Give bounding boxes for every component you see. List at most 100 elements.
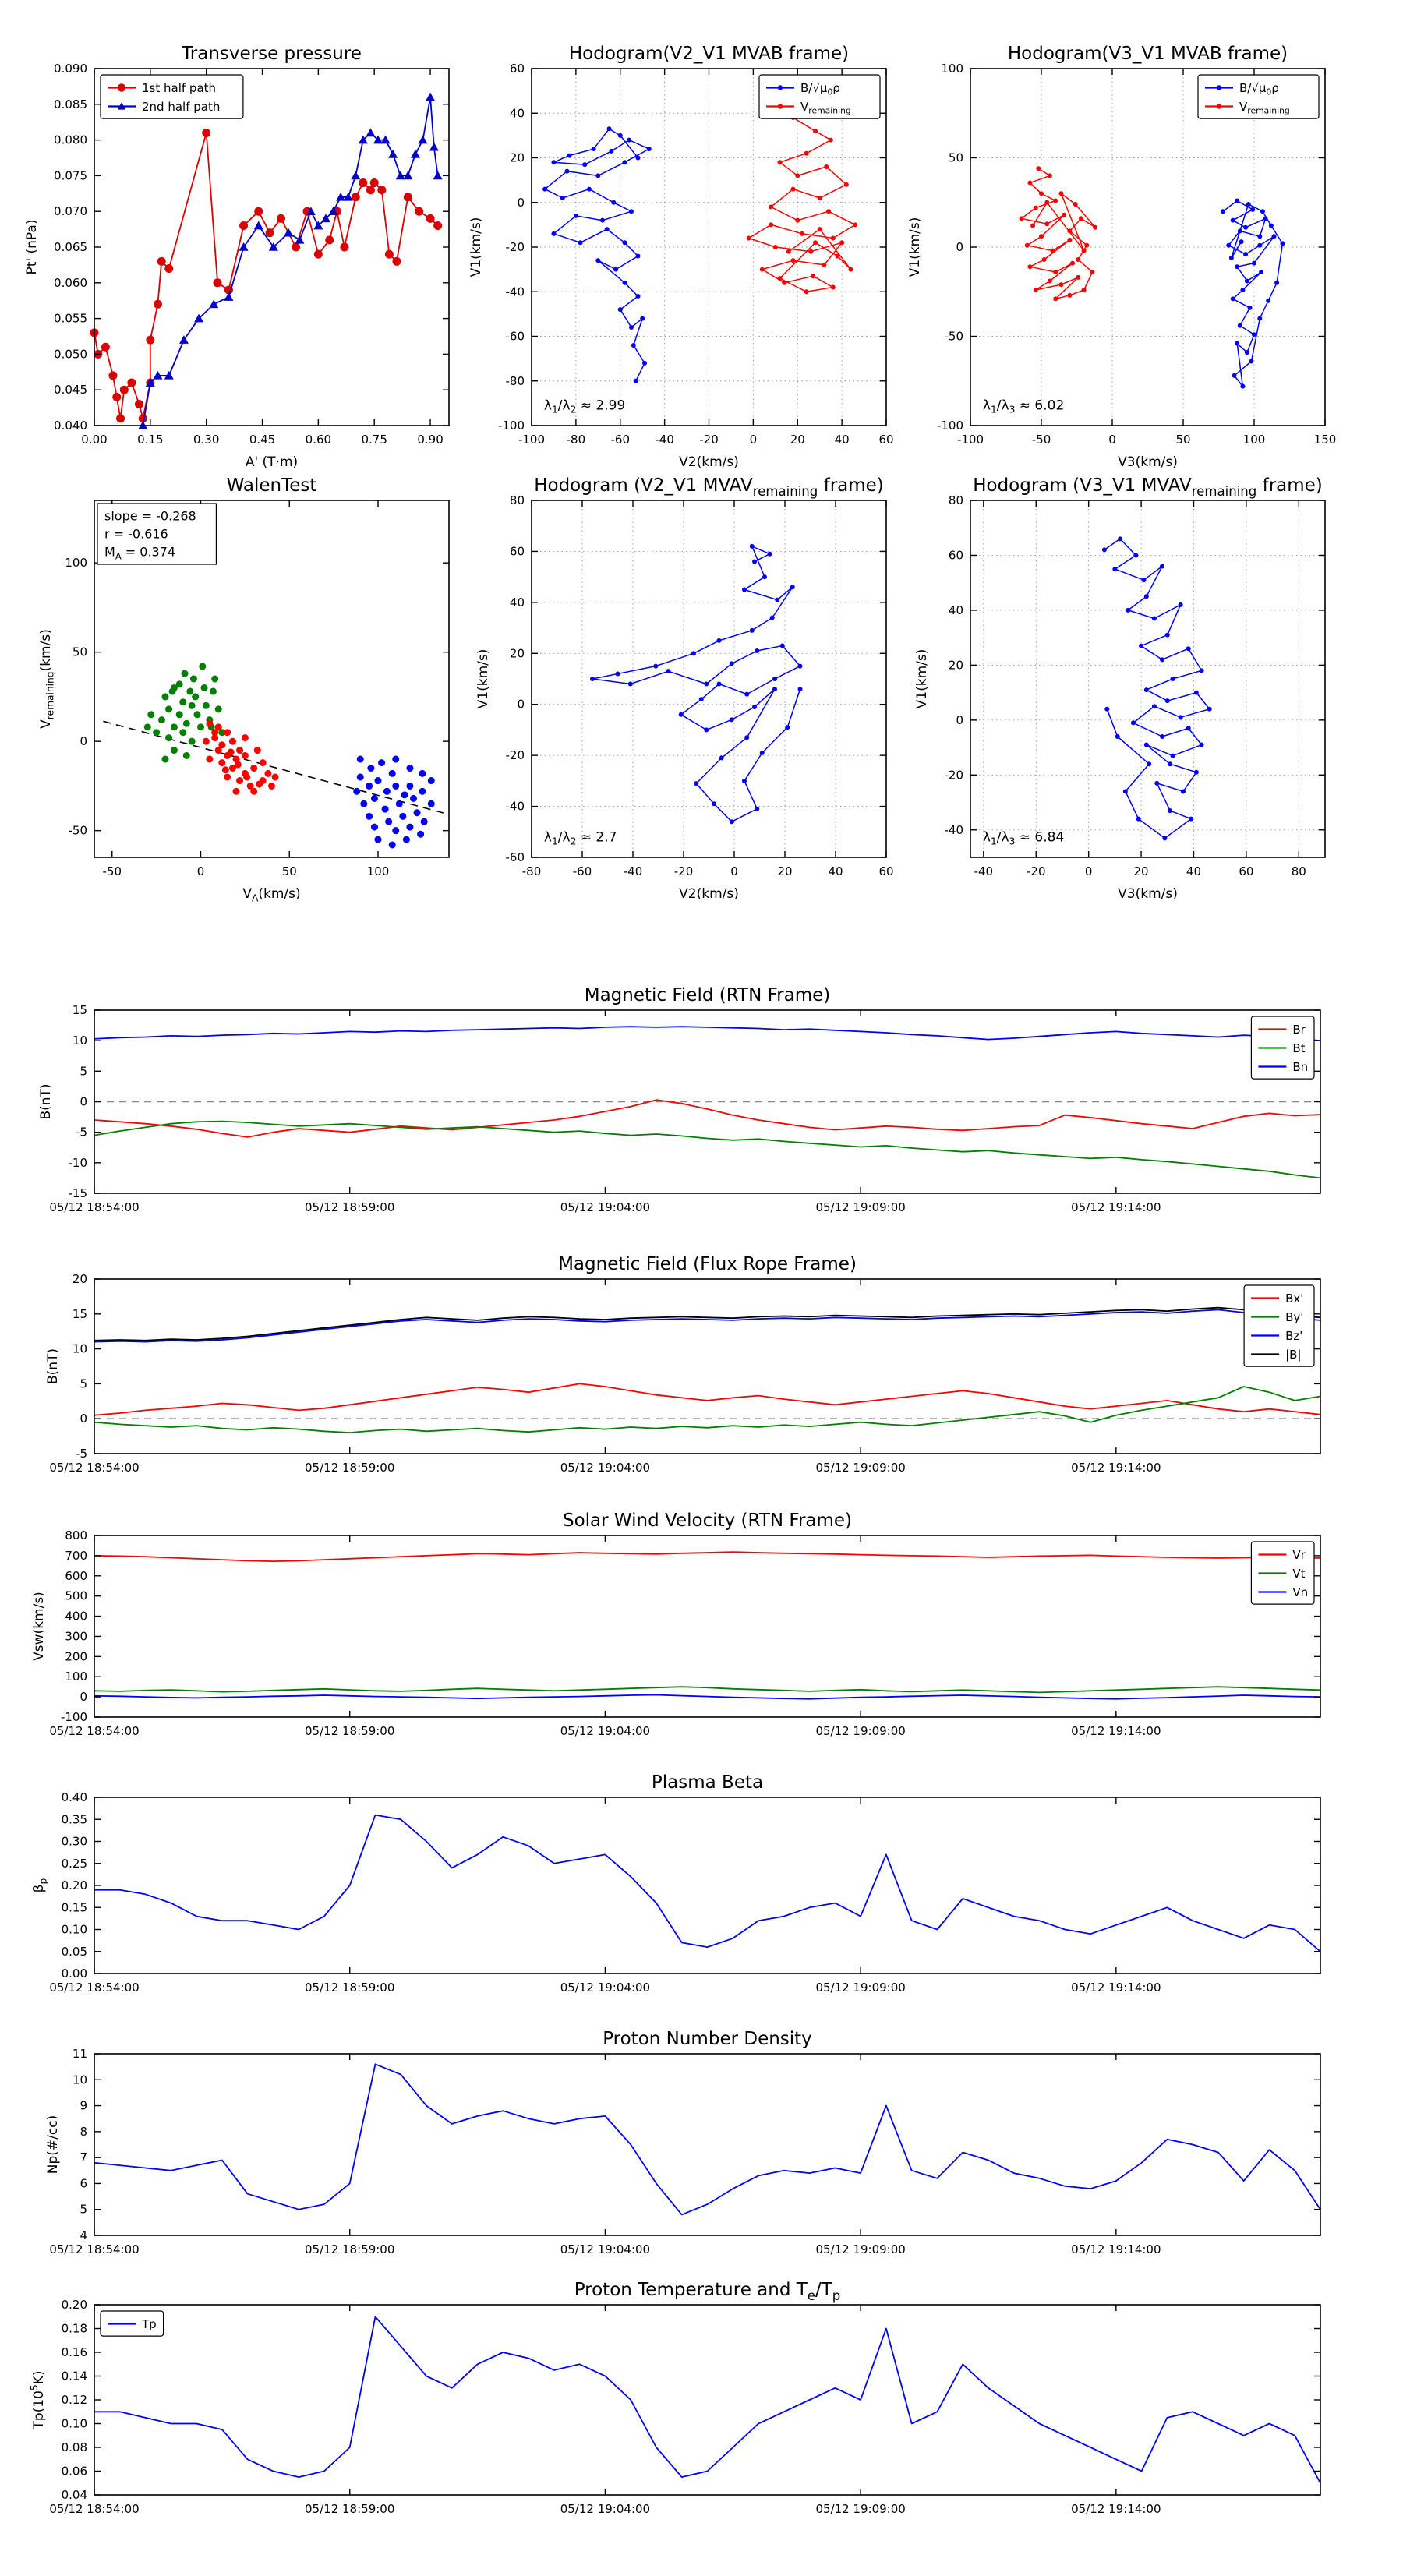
axes-border	[970, 500, 1326, 858]
y-tick-label: 50	[72, 645, 87, 659]
axes-border	[94, 1797, 1321, 1974]
data-point	[1039, 234, 1044, 239]
y-tick-label: 0.04	[62, 2488, 87, 2502]
legend-label: By'	[1285, 1310, 1303, 1324]
data-point	[165, 734, 173, 742]
data-point	[420, 818, 428, 825]
data-point	[617, 307, 623, 313]
x-tick-label: -80	[567, 433, 586, 447]
y-tick-label: 300	[65, 1629, 87, 1643]
x-tick-label: -40	[624, 864, 643, 878]
data-point	[392, 782, 400, 790]
data-point	[1024, 242, 1030, 248]
y-axis-label: βp	[31, 1878, 48, 1892]
data-point	[1199, 668, 1204, 673]
data-point	[197, 723, 204, 731]
data-point	[234, 761, 242, 769]
data-point	[1070, 260, 1076, 266]
data-point	[759, 750, 765, 755]
data-point	[1235, 264, 1240, 270]
panel-title: Plasma Beta	[652, 1772, 763, 1793]
data-point	[410, 149, 420, 158]
data-point	[573, 213, 578, 218]
series-br	[94, 1099, 1321, 1138]
x-tick-label: 05/12 19:09:00	[815, 1981, 905, 1995]
data-point	[127, 378, 136, 387]
data-point	[1136, 816, 1141, 822]
data-point	[611, 200, 617, 205]
data-point	[1164, 632, 1170, 638]
x-tick-label: 0.60	[306, 433, 331, 447]
series-line	[94, 1383, 1321, 1416]
data-point	[189, 675, 197, 683]
data-point	[1240, 287, 1246, 292]
y-tick-label: 0.05	[62, 1945, 87, 1959]
data-point	[192, 693, 200, 701]
legend-label: 1st half path	[142, 81, 216, 95]
x-tick-label: 05/12 18:54:00	[49, 1461, 139, 1475]
data-point	[752, 559, 757, 564]
x-tick-label: 05/12 18:54:00	[49, 2502, 139, 2516]
data-point	[433, 221, 443, 231]
x-tick-label: 60	[1239, 864, 1253, 878]
data-point	[419, 787, 426, 795]
data-point	[1027, 264, 1033, 270]
legend-vsw-rtn: Vr Vt Vn	[1250, 1541, 1315, 1605]
data-point	[426, 214, 435, 223]
x-tick-label: 05/12 18:59:00	[305, 2502, 394, 2516]
series-beta	[94, 1814, 1321, 1952]
data-point	[295, 235, 305, 244]
x-tick-label: 05/12 19:04:00	[560, 2242, 650, 2256]
data-point	[804, 289, 809, 295]
data-point	[744, 735, 750, 740]
series-line	[94, 1386, 1321, 1433]
data-point	[1112, 567, 1118, 572]
x-tick-label: -100	[518, 433, 545, 447]
series-by-	[94, 1386, 1321, 1433]
legend-label: Bn	[1292, 1060, 1308, 1074]
data-point	[200, 684, 208, 691]
y-tick-label: -100	[937, 419, 963, 433]
x-tick-label: -60	[611, 433, 631, 447]
data-point	[633, 378, 638, 383]
data-point	[1030, 223, 1036, 228]
y-axis-label: B(nT)	[45, 1348, 61, 1384]
data-point	[236, 747, 244, 754]
axes-ticks: -100 -50 0 50 100 150 -100 -50 0 50 100	[937, 62, 1336, 447]
data-point	[401, 791, 408, 799]
y-tick-label: 100	[941, 62, 963, 76]
info-box-line: slope = -0.268	[104, 509, 196, 524]
data-point	[232, 755, 240, 763]
data-point	[119, 385, 129, 394]
data-point	[1170, 753, 1175, 758]
data-point	[232, 787, 240, 795]
x-tick-label: 0	[750, 433, 758, 447]
data-point	[628, 325, 634, 330]
x-tick-label: 20	[1134, 864, 1149, 878]
data-point	[1036, 166, 1041, 171]
x-tick-label: 05/12 18:54:00	[49, 1724, 139, 1738]
data-point	[1084, 242, 1090, 248]
legend-hodogram-v3v1-mvab: B/√μ0ρ Vremaining	[1197, 74, 1320, 119]
data-point	[336, 192, 346, 201]
data-point	[181, 670, 189, 677]
data-point	[600, 217, 605, 223]
eigenvalue-annotation: λ1/λ2 ≈ 2.7	[544, 829, 617, 846]
data-point	[388, 149, 398, 158]
panel-title: Hodogram(V3_V1 MVAB frame)	[1008, 44, 1288, 64]
data-point	[356, 773, 364, 781]
data-point	[1199, 742, 1204, 747]
series-v-path	[1101, 536, 1212, 841]
data-point	[284, 228, 294, 237]
y-tick-label: 20	[949, 658, 963, 672]
data-point	[606, 126, 612, 132]
data-point	[157, 716, 165, 724]
data-point	[1139, 643, 1144, 648]
data-point	[1039, 191, 1044, 196]
data-point	[782, 280, 787, 285]
series-line	[94, 1306, 1321, 1341]
data-point	[817, 196, 822, 201]
x-tick-label: 150	[1314, 433, 1337, 447]
